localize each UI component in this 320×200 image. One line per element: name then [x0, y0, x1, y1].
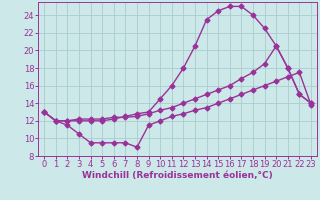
X-axis label: Windchill (Refroidissement éolien,°C): Windchill (Refroidissement éolien,°C) — [82, 171, 273, 180]
